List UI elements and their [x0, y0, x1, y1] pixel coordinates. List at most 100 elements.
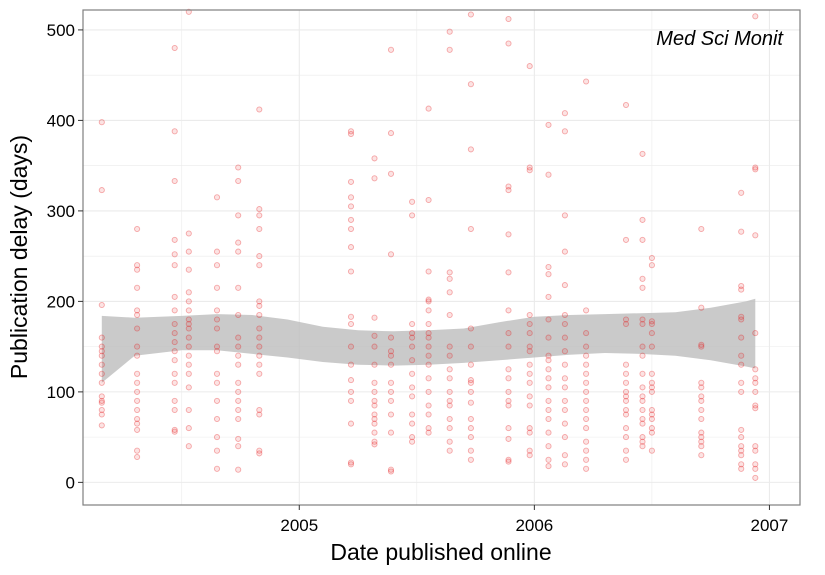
data-point: [98, 334, 105, 341]
data-point: [134, 415, 141, 423]
data-point: [371, 420, 378, 427]
data-point: [134, 447, 141, 454]
data-point: [639, 420, 646, 427]
data-point: [648, 425, 655, 432]
data-point: [467, 361, 474, 368]
data-point: [134, 266, 141, 273]
data-point: [622, 447, 630, 454]
data-point: [648, 411, 655, 418]
data-point: [98, 301, 105, 309]
data-point: [505, 375, 512, 382]
data-point: [213, 262, 221, 269]
data-point: [134, 307, 141, 314]
data-point: [648, 343, 655, 350]
data-point: [561, 461, 568, 468]
data-point: [648, 429, 655, 436]
data-point: [213, 248, 221, 255]
data-point: [171, 307, 178, 314]
data-point: [752, 330, 759, 337]
data-point: [371, 343, 378, 350]
data-point: [446, 352, 453, 359]
data-point: [98, 361, 105, 368]
data-point: [256, 370, 263, 377]
y-tick-label: 400: [47, 111, 75, 130]
data-point: [505, 458, 512, 465]
data-point: [526, 393, 533, 400]
data-point: [371, 397, 378, 404]
data-point: [371, 402, 378, 409]
data-point: [639, 150, 646, 157]
data-point: [639, 352, 646, 359]
data-point: [213, 348, 221, 355]
data-point: [98, 411, 105, 418]
data-point: [425, 196, 432, 204]
data-point: [235, 343, 242, 350]
data-point: [545, 384, 552, 391]
data-point: [235, 284, 242, 291]
data-point: [561, 128, 568, 135]
data-point: [98, 352, 105, 359]
data-point: [425, 296, 432, 303]
data-point: [256, 406, 263, 414]
data-point: [639, 393, 646, 400]
data-point: [409, 320, 416, 328]
data-point: [622, 425, 630, 432]
data-point: [648, 318, 655, 325]
data-point: [387, 352, 395, 359]
data-point: [256, 262, 263, 269]
y-tick-label: 300: [47, 202, 75, 221]
plot-panel-border: [82, 9, 801, 506]
data-point: [347, 244, 355, 251]
data-point: [134, 397, 141, 404]
data-point: [347, 343, 355, 350]
data-point: [409, 393, 416, 400]
data-point: [409, 384, 416, 391]
data-point: [561, 311, 568, 319]
data-point: [648, 370, 655, 377]
data-point: [698, 304, 705, 311]
data-point: [738, 282, 745, 290]
data-point: [235, 406, 242, 414]
data-point: [347, 420, 355, 427]
data-point: [185, 325, 192, 332]
data-point: [98, 397, 105, 404]
data-point: [235, 212, 242, 219]
data-point: [185, 406, 192, 414]
data-point: [698, 438, 705, 445]
data-point: [235, 177, 242, 185]
data-point: [213, 415, 221, 423]
data-point: [648, 406, 655, 414]
data-point: [134, 284, 141, 291]
data-point: [185, 298, 192, 305]
data-point: [467, 377, 474, 384]
data-point: [134, 379, 141, 386]
data-point: [425, 388, 432, 395]
data-point: [409, 370, 416, 377]
data-point: [134, 343, 141, 350]
data-point: [134, 262, 141, 269]
data-point: [698, 341, 705, 348]
data-point: [213, 194, 221, 201]
data-point: [526, 348, 533, 355]
data-point: [371, 441, 378, 448]
data-point: [371, 388, 378, 395]
data-point: [347, 194, 355, 201]
data-point: [213, 447, 221, 454]
data-point: [583, 370, 590, 377]
data-point: [98, 187, 105, 194]
data-point: [738, 388, 745, 395]
data-point: [171, 293, 178, 300]
data-point: [583, 307, 590, 314]
data-point: [467, 343, 474, 350]
y-tick-label: 500: [47, 21, 75, 40]
data-point: [425, 429, 432, 436]
data-point: [213, 316, 221, 323]
y-tick-label: 0: [66, 473, 75, 492]
data-point: [561, 361, 568, 368]
data-point: [409, 420, 416, 427]
data-point: [185, 370, 192, 377]
data-point: [256, 361, 263, 368]
data-point: [446, 28, 453, 35]
y-axis-title: Publication delay (days): [6, 135, 32, 379]
data-point: [446, 275, 453, 282]
